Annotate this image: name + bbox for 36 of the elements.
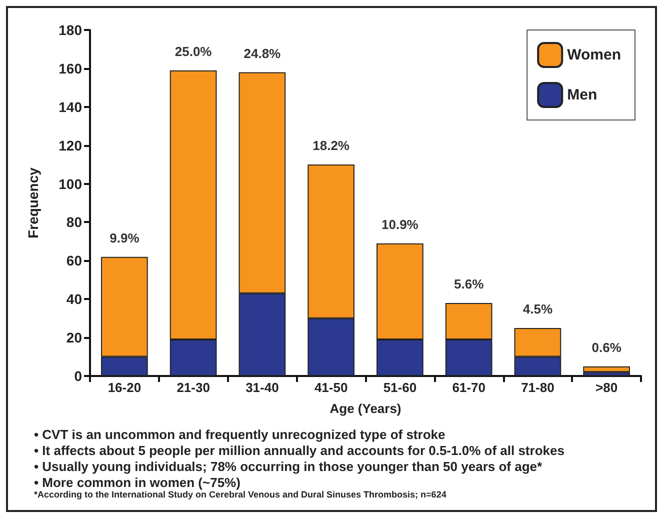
y-tick-label: 180 xyxy=(58,22,82,38)
y-tick-label: 20 xyxy=(66,330,82,346)
x-tick-label: 61-70 xyxy=(452,380,486,395)
text: • It affects about 5 people per million annually and accounts for 0.5-1.0% of all strokes xyxy=(34,443,564,458)
annotation: 9.9% xyxy=(110,230,140,246)
y-tick-label: 40 xyxy=(66,291,82,308)
y-tick-label: 100 xyxy=(58,176,82,192)
text: *According to the International Study on Cerebral Venous and Dural Sinuses Thrombosis; n=624 xyxy=(34,490,446,500)
x-tick-label: 41-50 xyxy=(314,380,348,395)
legend-label: Women xyxy=(567,46,622,64)
y-tick-label: 140 xyxy=(58,98,82,115)
bar xyxy=(583,366,630,372)
x-tick-label: >80 xyxy=(596,380,618,395)
x-tick-label: 16-20 xyxy=(108,380,142,395)
annotation: 5.6% xyxy=(454,276,484,292)
y-tick-label: 80 xyxy=(66,214,82,230)
text: • Usually young individuals; 78% occurring in those younger than 50 years of age* xyxy=(34,459,543,474)
y-tick-label: 160 xyxy=(58,60,82,76)
x-tick-label: 71-80 xyxy=(521,380,554,395)
x-axis-title: Age (Years) xyxy=(330,401,402,416)
legend-label: Men xyxy=(567,86,598,104)
y-tick-label: 0 xyxy=(74,368,82,384)
annotation: 4.5% xyxy=(522,301,553,316)
annotation: 10.9% xyxy=(382,216,419,232)
y-tick-label: 120 xyxy=(58,137,82,154)
annotation: 24.8% xyxy=(244,46,282,61)
y-axis-title: Frequency xyxy=(25,167,41,238)
text: • More common in women (~75%) xyxy=(34,475,240,490)
annotation: 25.0% xyxy=(174,44,212,59)
annotation: 0.6% xyxy=(592,340,622,355)
x-tick-label: 31-40 xyxy=(246,380,279,395)
y-tick-label: 60 xyxy=(66,252,82,269)
annotation: 18.2% xyxy=(312,138,350,154)
text: • CVT is an uncommon and frequently unrecognized type of stroke xyxy=(34,427,446,442)
x-tick-label: 51-60 xyxy=(383,380,417,395)
x-tick-label: 21-30 xyxy=(176,380,210,395)
